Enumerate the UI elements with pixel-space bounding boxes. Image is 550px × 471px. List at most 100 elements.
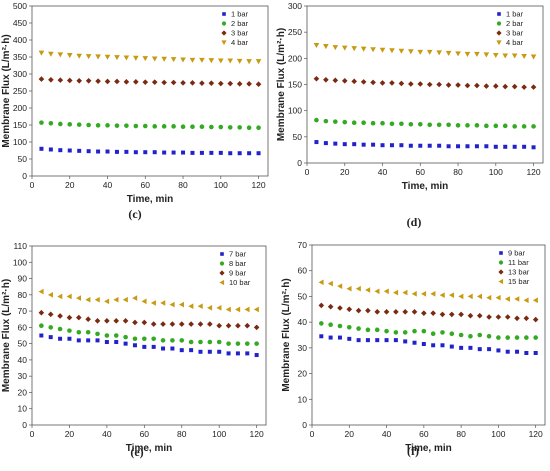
- data-point: [48, 147, 53, 152]
- data-point: [524, 351, 529, 355]
- data-point: [313, 75, 320, 82]
- data-point: [235, 322, 241, 329]
- data-point: [141, 298, 147, 305]
- legend-marker: [222, 12, 226, 16]
- x-axis-title: Time, min: [127, 194, 174, 205]
- data-point: [483, 83, 490, 89]
- data-point: [133, 123, 139, 129]
- x-tick-label: 120: [250, 429, 264, 439]
- data-point: [327, 303, 334, 310]
- data-point: [133, 79, 139, 85]
- data-point: [123, 79, 130, 85]
- data-point: [216, 339, 222, 345]
- data-point: [198, 339, 203, 345]
- data-point: [505, 349, 510, 354]
- data-point: [383, 288, 389, 295]
- data-point: [169, 321, 176, 327]
- series-13-bar: [318, 302, 539, 323]
- data-point: [199, 124, 205, 129]
- data-point: [253, 324, 260, 331]
- data-point: [351, 78, 357, 85]
- data-point: [342, 142, 347, 147]
- chart-panel-3: 0 20 40 60 80 100 120 0 10 20 30 40 50 60 70 80 90 100 110…: [1, 241, 267, 459]
- data-point: [408, 121, 414, 127]
- y-tick-label: 500: [13, 1, 27, 11]
- data-point: [355, 285, 361, 292]
- data-point: [169, 301, 175, 308]
- data-point: [502, 123, 508, 129]
- data-point: [151, 56, 158, 62]
- data-point: [474, 123, 480, 128]
- data-point: [39, 333, 44, 338]
- data-point: [207, 305, 213, 311]
- data-point: [113, 318, 120, 324]
- data-point: [474, 144, 479, 149]
- legend-marker: [496, 30, 502, 36]
- data-point: [337, 305, 343, 311]
- y-tick-label: 250: [13, 86, 27, 96]
- legend-marker: [496, 21, 502, 26]
- data-point: [458, 311, 464, 318]
- data-point: [57, 52, 64, 58]
- data-point: [486, 314, 492, 320]
- data-point: [437, 143, 442, 148]
- data-point: [393, 330, 399, 335]
- data-point: [254, 353, 259, 358]
- data-point: [207, 321, 213, 327]
- data-point: [346, 306, 353, 313]
- data-point: [162, 150, 167, 155]
- y-tick-label: 60: [18, 322, 28, 332]
- panel-label: (c): [128, 207, 141, 221]
- y-tick-label: 50: [293, 132, 303, 142]
- data-point: [342, 119, 348, 125]
- legend-marker: [219, 261, 225, 266]
- data-point: [379, 47, 386, 53]
- data-point: [361, 120, 366, 126]
- data-point: [417, 49, 424, 55]
- data-point: [427, 122, 433, 128]
- y-tick-label: 80: [18, 290, 28, 300]
- data-point: [412, 340, 417, 345]
- legend-entry-label: 15 bar: [508, 277, 530, 286]
- data-point: [371, 142, 376, 147]
- data-point: [493, 52, 499, 58]
- y-tick-label: 300: [288, 1, 302, 11]
- data-point: [95, 331, 100, 337]
- y-tick-label: 70: [18, 306, 28, 316]
- data-point: [484, 123, 489, 129]
- y-tick-label: 0: [302, 420, 307, 430]
- y-tick-label: 350: [13, 52, 27, 62]
- y-tick-label: 0: [22, 420, 27, 430]
- data-point: [532, 316, 539, 323]
- data-point: [323, 44, 329, 50]
- data-point: [356, 338, 361, 343]
- data-point: [458, 332, 464, 338]
- legend-marker: [496, 40, 502, 46]
- series-2-bar: [314, 117, 536, 129]
- data-point: [421, 342, 426, 346]
- series-15-bar: [318, 279, 538, 304]
- data-point: [370, 79, 376, 86]
- data-point: [246, 59, 252, 65]
- data-point: [228, 151, 233, 156]
- data-point: [449, 311, 455, 318]
- legend-entry-label: 3 bar: [231, 29, 249, 38]
- data-point: [455, 82, 461, 88]
- data-point: [319, 334, 324, 339]
- data-point: [143, 150, 148, 155]
- legend-entry-label: 2 bar: [231, 19, 249, 28]
- data-point: [76, 338, 81, 343]
- legend-marker: [221, 30, 227, 36]
- x-tick-label: 0: [30, 180, 35, 190]
- data-point: [512, 144, 517, 149]
- x-tick-label: 40: [102, 429, 112, 439]
- data-point: [417, 81, 424, 87]
- data-point: [505, 335, 511, 340]
- data-point: [104, 333, 110, 338]
- data-point: [495, 294, 501, 301]
- data-point: [188, 303, 194, 310]
- data-point: [218, 150, 223, 155]
- chart-panel-4: 0 20 40 60 80 100 120 0 10 20 30 40 50 60 70 Time, min M…: [281, 240, 546, 458]
- data-point: [171, 150, 176, 155]
- data-point: [208, 80, 215, 86]
